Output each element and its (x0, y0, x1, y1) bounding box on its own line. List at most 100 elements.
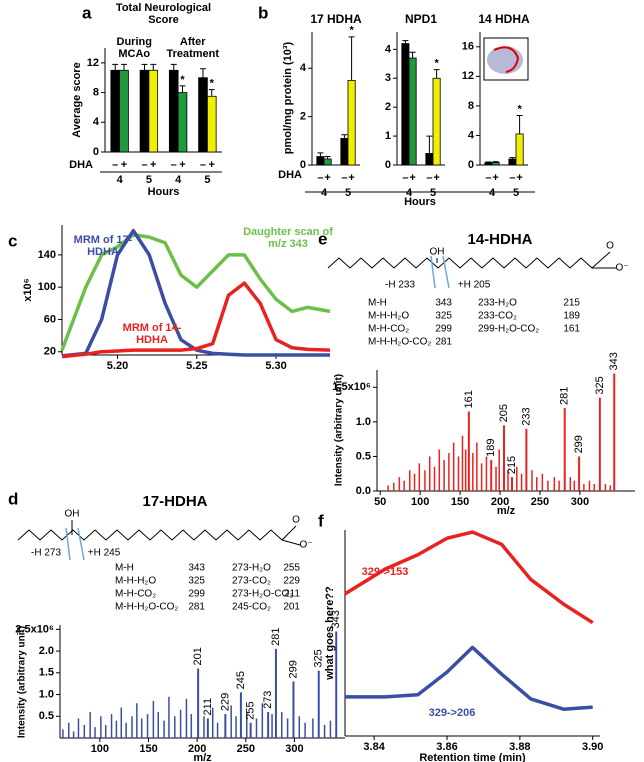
bar (198, 77, 208, 153)
peak-label: 273 (262, 691, 274, 709)
series-name: + (409, 172, 415, 184)
error-bar (516, 114, 523, 134)
fragment-name: M-H-CO₂ (368, 324, 409, 335)
error-bar (121, 63, 128, 71)
fragment-name: 273-H₂O-CO₂ (232, 589, 293, 600)
x-tick-label: 4 (489, 187, 496, 199)
x-tick-label: 5 (345, 187, 351, 199)
panel-label: b (258, 3, 268, 22)
y-tick-label: 4 (468, 129, 475, 141)
molecule-label: +H 245 (88, 548, 121, 559)
x-tick-label: 3.88 (509, 741, 530, 753)
group-label: During MCAo (116, 36, 152, 60)
y-tick-label: 8 (93, 86, 99, 98)
fragment-name: M-H-H₂O (368, 311, 409, 322)
molecule-label: OH (65, 509, 80, 520)
y-tick-label: 0 (468, 159, 474, 171)
x-tick-label: 250 (237, 743, 255, 755)
fragment-name: M-H (368, 298, 387, 309)
y-axis-label: x10⁶ (22, 278, 34, 301)
cleavage-arrows (65, 527, 85, 561)
fragment-name: 273-H₂O (232, 563, 271, 574)
bar (148, 69, 159, 153)
carboxyl (281, 525, 301, 546)
y-axis-label: Average score (71, 62, 83, 137)
peak-label: 161 (463, 390, 475, 408)
bar (491, 162, 500, 166)
significance: * (210, 78, 215, 90)
panel-label: f (318, 511, 324, 530)
series-line (345, 645, 593, 711)
molecule-label: +H 205 (458, 280, 491, 291)
y-tick-label: 2.5x10⁶ (15, 623, 54, 635)
fragment-name: M-H-H₂O (115, 576, 156, 587)
series-name: + (516, 172, 522, 184)
bar (206, 95, 217, 153)
y-tick-label: 4 (300, 62, 307, 74)
peak-label: 211 (202, 698, 214, 716)
series-label: 329->206 (428, 707, 476, 719)
bar (401, 43, 410, 166)
error-bar (170, 63, 177, 71)
error-bar (112, 63, 119, 71)
error-bar (317, 152, 324, 157)
molecule-label: O (292, 515, 300, 526)
x-tick-label: 4 (406, 187, 413, 199)
fragment-mass: 343 (435, 298, 452, 309)
error-bar (141, 63, 148, 71)
brain-region (493, 46, 520, 73)
series-name: + (179, 159, 185, 171)
fragment-name: M-H-CO₂ (115, 589, 156, 600)
y-axis-label: what goes here?? (324, 586, 336, 681)
fragment-mass: 325 (435, 311, 452, 322)
error-bar (150, 63, 157, 71)
series-name: + (433, 172, 439, 184)
group-label: After Treatment (166, 36, 220, 60)
y-tick-label: 20 (44, 346, 56, 358)
x-tick-label: 4 (117, 174, 124, 186)
y-tick-label: 12 (462, 70, 474, 82)
panel-label: e (318, 229, 327, 248)
x-tick-label: 5 (146, 174, 152, 186)
y-tick-label: 1.0 (356, 416, 371, 428)
x-tick-label: 4 (175, 174, 182, 186)
x-axis-label: m/z (193, 752, 212, 762)
error-bar (341, 134, 348, 139)
panel-label: d (8, 489, 18, 508)
peak-label: 205 (498, 404, 510, 422)
x-tick-label: 3.84 (363, 741, 385, 753)
series-name: – (171, 159, 177, 171)
x-tick-label: 300 (571, 496, 589, 508)
fragment-mass: 281 (435, 337, 452, 348)
series-name: – (112, 159, 118, 171)
molecule-chain (17, 529, 283, 541)
series-name: + (121, 159, 127, 171)
error-bar (492, 161, 499, 163)
fragment-name: 273-CO₂ (232, 576, 271, 587)
dha-label: DHA (69, 159, 93, 171)
series-label: MRM of 17-HDHA (73, 234, 133, 258)
panel-label: c (8, 231, 17, 250)
significance: * (180, 74, 185, 86)
series-name: – (509, 172, 515, 184)
y-tick-label: 0.5 (39, 710, 54, 722)
brain-inset (483, 37, 529, 81)
bar (347, 79, 356, 166)
y-axis-label: Intensity (arbitrary unit) (334, 374, 345, 486)
molecule-label: O (606, 241, 614, 252)
peak-label: 325 (594, 376, 606, 394)
y-tick-label: 2.0 (39, 645, 54, 657)
dha-label: DHA (278, 169, 302, 181)
x-tick-label: 3.86 (436, 741, 457, 753)
bar (316, 156, 325, 166)
fragment-mass: 325 (188, 576, 205, 587)
y-axis-label: pmol/mg protein (10³) (282, 41, 294, 154)
x-tick-label: 250 (531, 496, 549, 508)
error-bar (402, 40, 409, 44)
y-tick-label: 12 (87, 57, 99, 69)
series-name: + (209, 159, 215, 171)
series-line (344, 530, 594, 625)
x-tick-label: 200 (188, 743, 206, 755)
peak-label: 245 (235, 671, 247, 689)
peak-label: 281 (559, 387, 571, 405)
